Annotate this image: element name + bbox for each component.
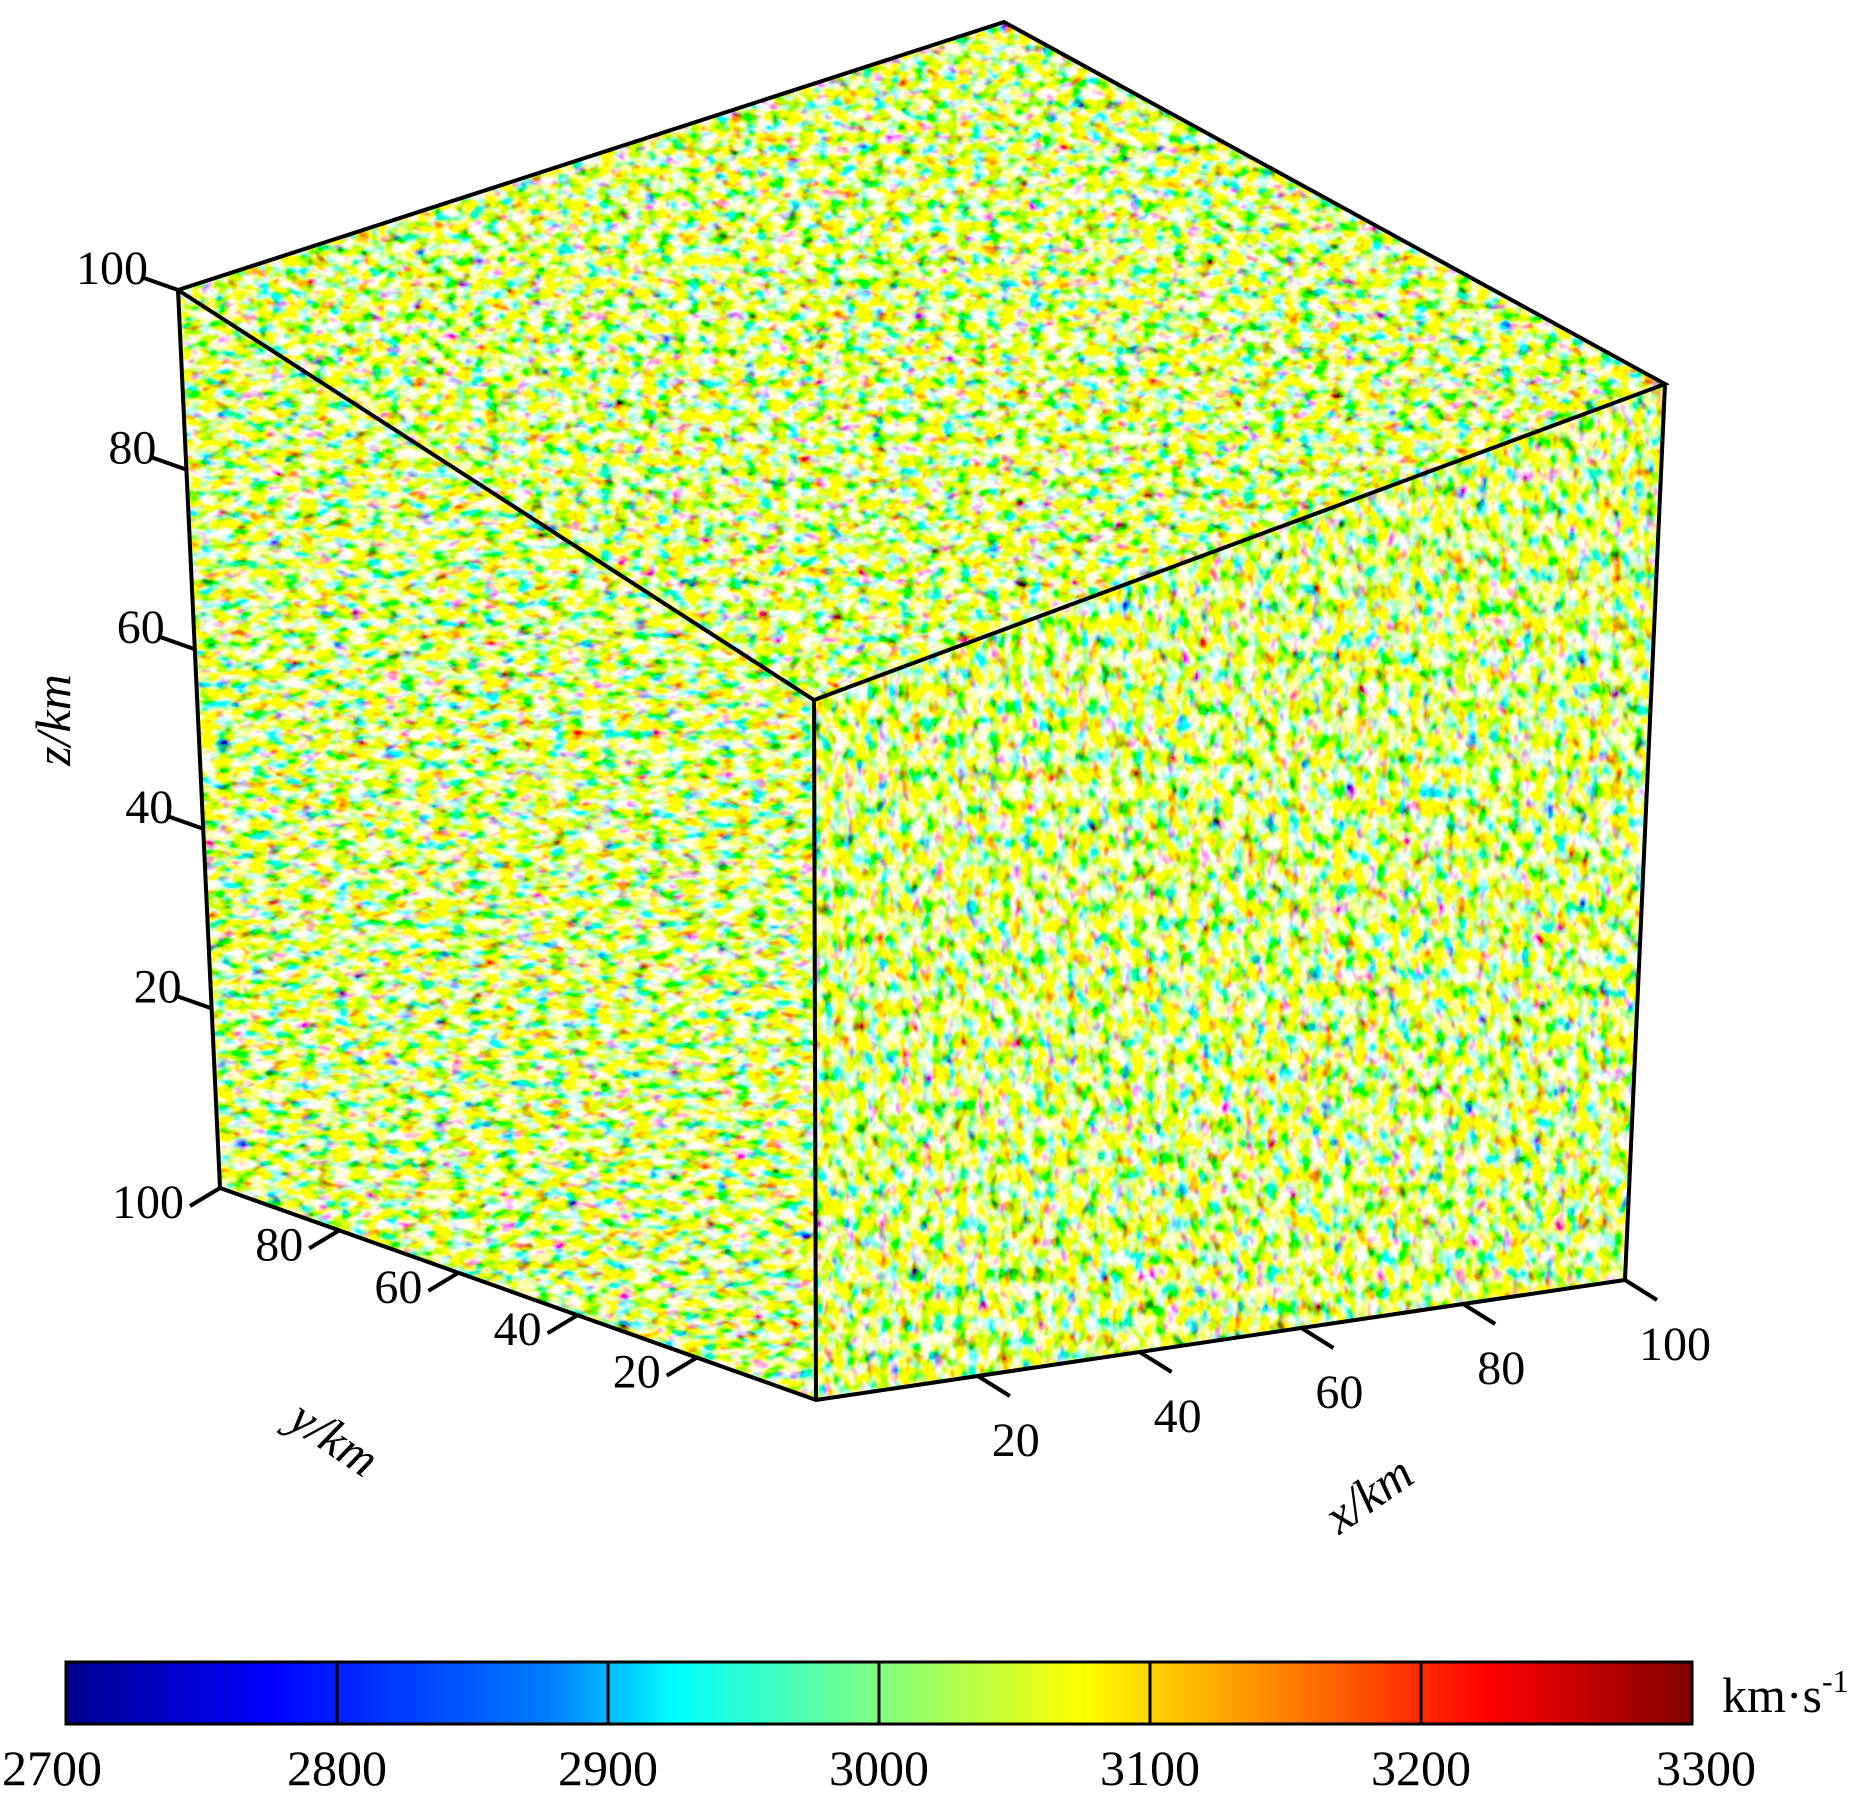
- z-tick-mark: [160, 635, 196, 652]
- x-tick-label: 100: [1639, 1318, 1711, 1371]
- z-tick-mark: [168, 814, 204, 831]
- x-tick-mark: [976, 1374, 1011, 1398]
- y-tick-mark: [546, 1313, 579, 1335]
- colorbar-tick-label: 3100: [1100, 1740, 1200, 1793]
- colorbar-tick-label: 2800: [287, 1740, 387, 1793]
- y-tick-mark: [427, 1271, 460, 1293]
- colorbar-tick-label: 3000: [829, 1740, 929, 1793]
- z-tick-mark: [143, 276, 179, 292]
- z-axis: 20 40 60 80 100: [76, 242, 213, 1013]
- y-tick-mark: [308, 1228, 341, 1251]
- y-tick-label: 100: [112, 1176, 184, 1229]
- colorbar-unit: km·s-1: [1722, 1663, 1849, 1723]
- x-axis-title: x/km: [1313, 1444, 1423, 1545]
- x-tick-mark: [1462, 1302, 1497, 1326]
- y-tick-mark: [665, 1355, 698, 1378]
- z-axis-title: z/km: [25, 674, 81, 767]
- x-tick-mark: [1138, 1350, 1173, 1374]
- z-tick-mark: [151, 455, 188, 472]
- x-tick-mark: [1623, 1278, 1659, 1302]
- z-tick-label: 60: [117, 601, 165, 654]
- y-axis-title: y/km: [276, 1386, 390, 1488]
- x-tick-mark: [1300, 1326, 1335, 1350]
- cube-edges: [173, 19, 1670, 1403]
- colorbar-tick-label: 2700: [2, 1740, 102, 1793]
- x-axis: 20 40 60 80 100: [976, 1278, 1711, 1467]
- x-tick-label: 80: [1477, 1342, 1525, 1395]
- colorbar-tick-label: 2900: [558, 1740, 658, 1793]
- x-tick-label: 60: [1315, 1366, 1363, 1419]
- colorbar: 2700 2800 2900 3000 3100 3200 3300 km·s-1: [2, 1660, 1849, 1793]
- z-tick-label: 20: [134, 960, 182, 1013]
- x-tick-label: 40: [1154, 1390, 1202, 1443]
- y-tick-label: 80: [255, 1218, 303, 1271]
- colorbar-tick-label: 3200: [1371, 1740, 1471, 1793]
- z-tick-mark: [176, 994, 213, 1011]
- y-tick-label: 60: [374, 1261, 422, 1314]
- colorbar-tick-label: 3300: [1656, 1740, 1756, 1793]
- z-tick-label: 100: [76, 242, 148, 295]
- y-tick-label: 40: [494, 1303, 542, 1356]
- y-tick-label: 20: [613, 1346, 661, 1399]
- z-tick-label: 80: [108, 422, 156, 475]
- x-tick-label: 20: [992, 1414, 1040, 1467]
- y-axis: 20 40 60 80 100: [112, 1176, 698, 1399]
- y-tick-mark: [188, 1186, 222, 1208]
- z-tick-label: 40: [125, 781, 173, 834]
